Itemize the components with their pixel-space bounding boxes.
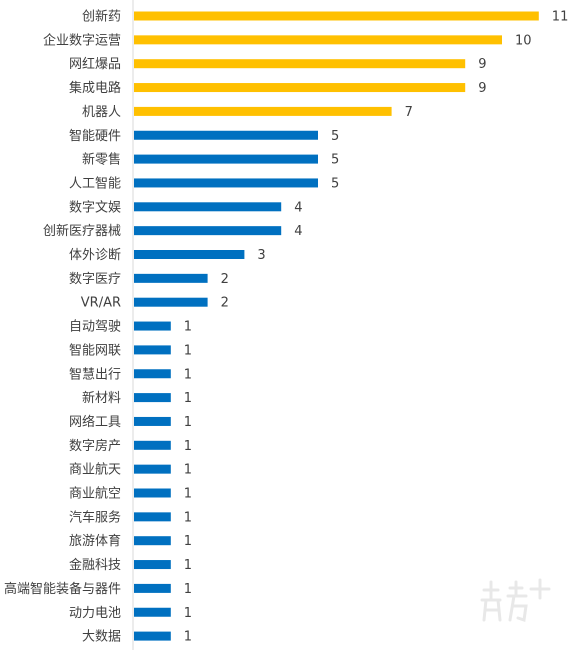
category-label: 智能网联 — [69, 343, 121, 358]
value-label: 9 — [478, 81, 486, 96]
category-label: 数字房产 — [69, 438, 121, 454]
category-label: 商业航天 — [69, 462, 121, 478]
category-label: 金融科技 — [69, 557, 121, 573]
value-label: 1 — [184, 391, 192, 406]
value-label: 9 — [478, 57, 486, 72]
bar — [134, 202, 282, 212]
bar — [134, 130, 318, 140]
bar — [134, 583, 171, 593]
value-label: 5 — [331, 153, 339, 168]
value-label: 1 — [184, 320, 192, 335]
value-label: 7 — [405, 105, 413, 120]
value-label: 11 — [552, 10, 569, 25]
bar — [134, 488, 171, 498]
category-label: 集成电路 — [69, 80, 121, 96]
category-label: 新零售 — [82, 152, 121, 168]
value-label: 1 — [184, 630, 192, 645]
category-label: 动力电池 — [69, 606, 121, 621]
category-label: 创新药 — [82, 9, 121, 25]
category-label: 大数据 — [82, 630, 121, 645]
bar — [134, 59, 466, 69]
bar — [134, 273, 208, 283]
bar — [134, 440, 171, 450]
bar — [134, 250, 245, 259]
bar — [134, 393, 171, 403]
value-label: 1 — [184, 415, 192, 430]
value-label: 4 — [294, 224, 302, 239]
category-label: 高端智能装备与器件 — [4, 581, 121, 597]
bar — [134, 35, 502, 45]
value-label: 1 — [184, 343, 192, 358]
value-label: 1 — [184, 487, 192, 502]
bar — [134, 154, 318, 164]
value-label: 5 — [331, 129, 339, 144]
value-label: 1 — [184, 367, 192, 382]
category-label: 企业数字运营 — [43, 32, 121, 48]
category-label: 汽车服务 — [69, 509, 121, 525]
bar — [134, 106, 392, 116]
category-label: 体外诊断 — [69, 248, 121, 263]
bar — [134, 178, 318, 188]
bar — [134, 369, 171, 379]
value-label: 1 — [184, 606, 192, 621]
bar — [134, 464, 171, 474]
value-label: 5 — [331, 176, 339, 191]
value-label: 1 — [184, 439, 192, 454]
value-label: 1 — [184, 463, 192, 478]
category-label: 新材料 — [82, 390, 121, 406]
category-label: 数字医疗 — [69, 272, 121, 287]
bar — [134, 512, 171, 522]
category-label: 智能硬件 — [69, 129, 121, 144]
bar — [134, 321, 171, 331]
category-label: 自动驾驶 — [69, 320, 121, 335]
category-label: 商业航空 — [69, 486, 121, 502]
value-label: 3 — [257, 248, 265, 263]
value-label: 1 — [184, 510, 192, 525]
category-label: 机器人 — [82, 105, 121, 120]
bar — [134, 536, 171, 546]
value-label: 10 — [515, 33, 532, 48]
category-label: VR/AR — [81, 296, 121, 311]
value-label: 1 — [184, 582, 192, 597]
bar — [134, 11, 539, 21]
bar — [134, 560, 171, 570]
bar — [134, 83, 466, 93]
value-label: 1 — [184, 534, 192, 549]
bar — [134, 297, 208, 307]
value-label: 2 — [221, 296, 229, 311]
category-label: 智慧出行 — [69, 366, 121, 382]
bar — [134, 345, 171, 355]
category-label: 数字文娱 — [69, 200, 121, 215]
category-label: 网络工具 — [69, 414, 121, 430]
bar — [134, 607, 171, 617]
category-label: 旅游体育 — [69, 533, 121, 549]
category-label: 创新医疗器械 — [43, 223, 121, 239]
category-label: 网红爆品 — [69, 56, 121, 72]
value-label: 1 — [184, 558, 192, 573]
bar — [134, 226, 282, 236]
nanfang-plus-watermark-logo — [480, 578, 551, 622]
category-label: 人工智能 — [69, 176, 121, 191]
bar — [134, 416, 171, 426]
value-label: 2 — [221, 272, 229, 287]
value-label: 4 — [294, 200, 302, 215]
bar — [134, 631, 171, 641]
